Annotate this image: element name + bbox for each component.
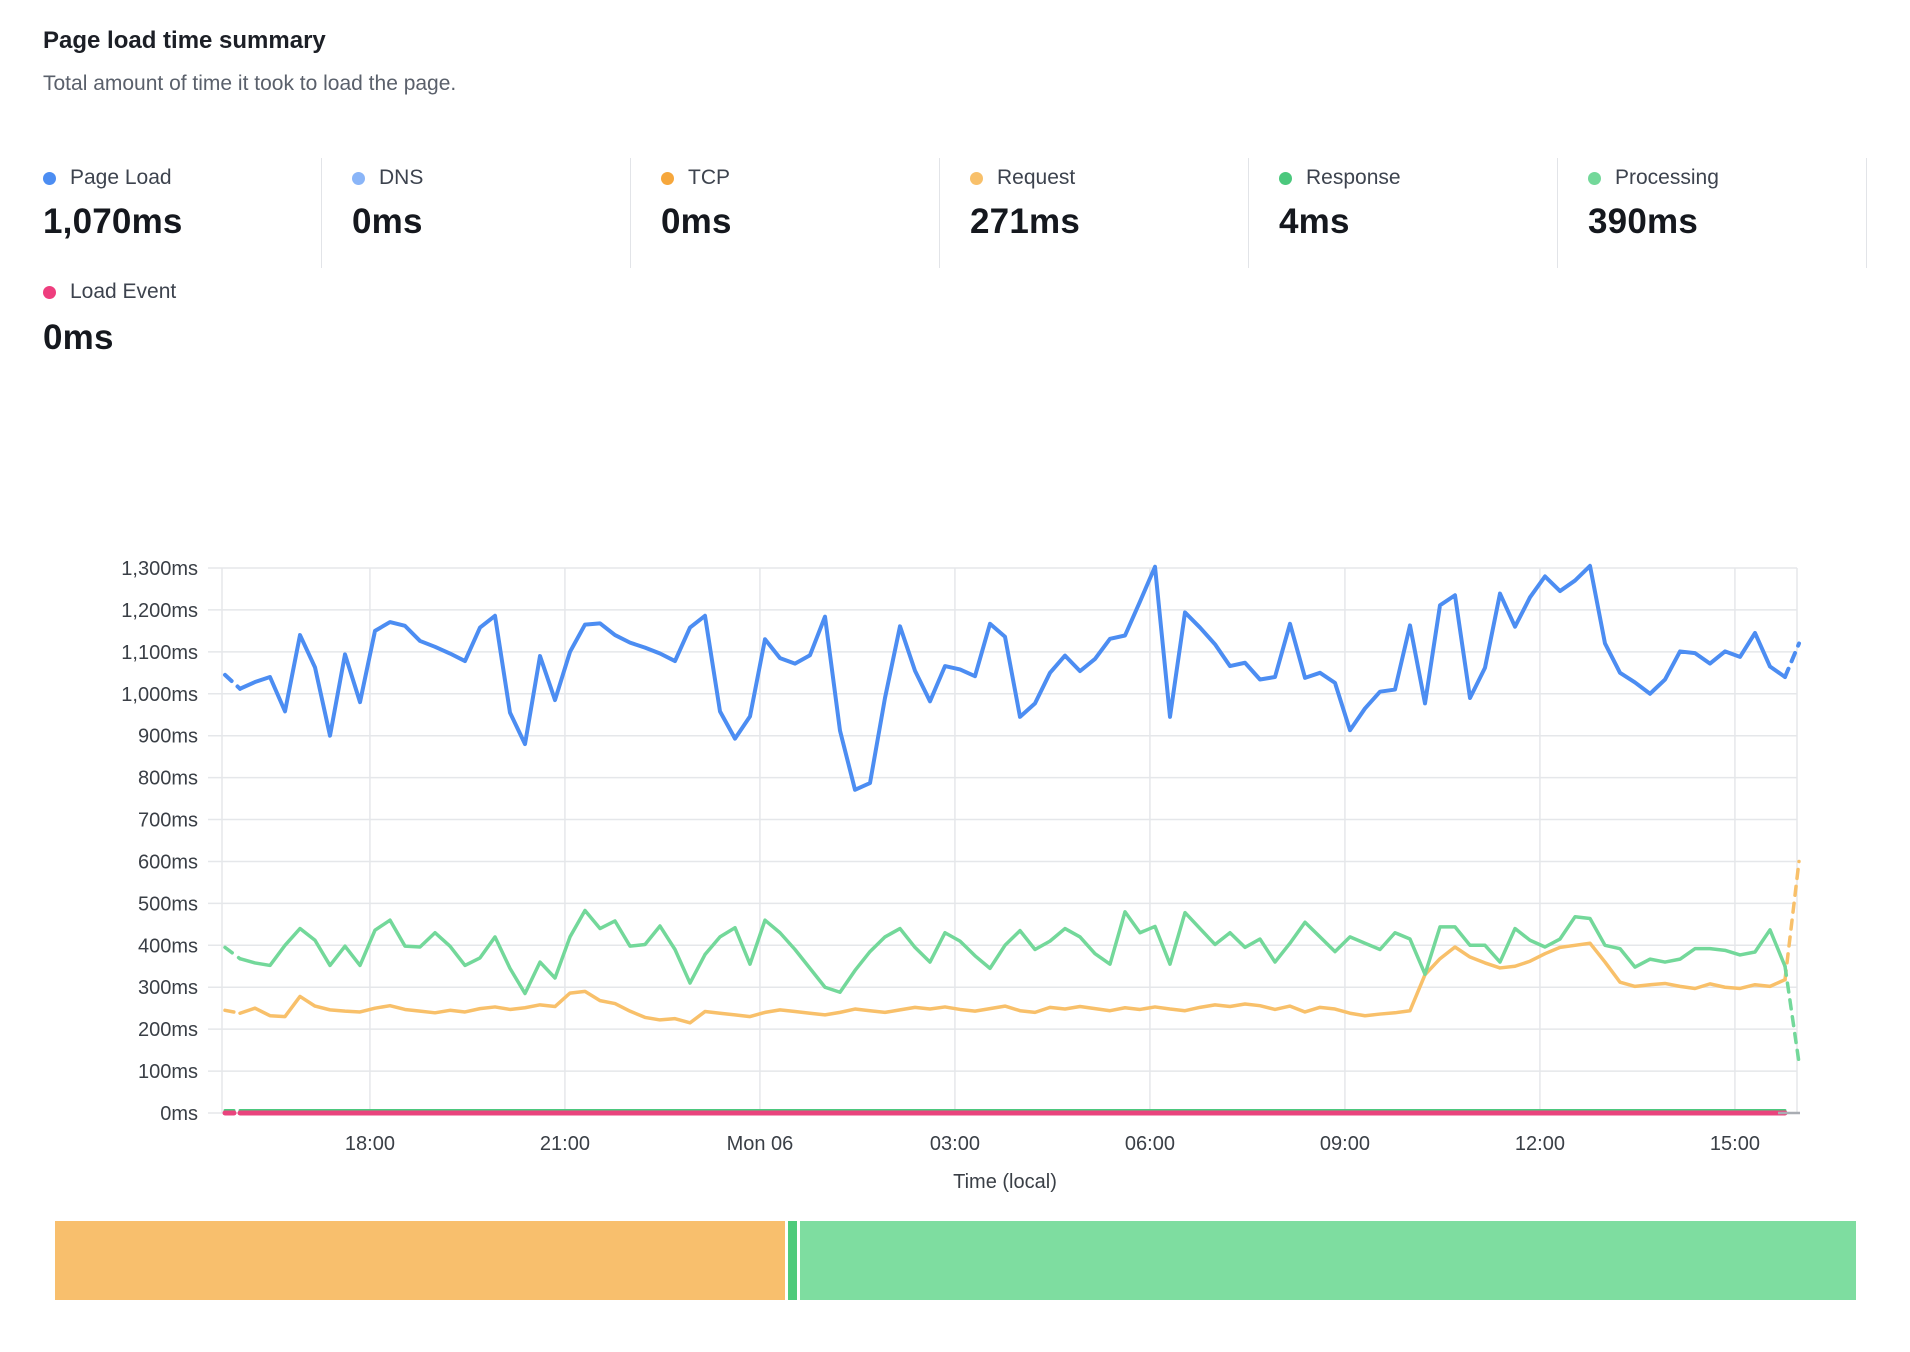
- metric-label: DNS: [379, 166, 424, 189]
- series-lead-dash-page-load: [223, 672, 242, 691]
- metrics-row: Page Load 1,070ms DNS 0ms TCP 0ms Request 271ms…: [43, 158, 1867, 268]
- x-axis-tick-label: 06:00: [1125, 1133, 1175, 1155]
- y-axis-tick-label: 300ms: [138, 977, 198, 999]
- metric-processing: Processing 390ms: [1558, 158, 1867, 268]
- metric-load-event: Load Event 0ms: [43, 272, 176, 384]
- x-axis-title: Time (local): [953, 1171, 1057, 1193]
- page-title: Page load time summary: [43, 27, 326, 54]
- series-lead-dash-request: [223, 1008, 242, 1015]
- metric-label: Processing: [1615, 166, 1719, 189]
- y-axis-tick-label: 700ms: [138, 810, 198, 832]
- response-legend-dot-icon: [1279, 171, 1292, 185]
- y-axis-tick-label: 1,300ms: [121, 558, 198, 580]
- metric-value: 0ms: [661, 202, 732, 241]
- series-line-request: [238, 941, 1787, 1025]
- y-axis-tick-label: 400ms: [138, 935, 198, 957]
- metrics-row-2: Load Event 0ms: [43, 272, 176, 384]
- metric-value: 4ms: [1279, 202, 1350, 241]
- x-axis-tick-label: 18:00: [345, 1133, 395, 1155]
- y-axis-tick-label: 900ms: [138, 726, 198, 748]
- processing-legend-dot-icon: [1588, 171, 1601, 185]
- x-axis-tick-label: 03:00: [930, 1133, 980, 1155]
- y-axis-tick-label: 100ms: [138, 1061, 198, 1083]
- metric-label: TCP: [688, 166, 730, 189]
- tcp-legend-dot-icon: [661, 171, 674, 185]
- page-load-legend-dot-icon: [43, 171, 56, 185]
- x-axis-tick-label: 21:00: [540, 1133, 590, 1155]
- metric-value: 0ms: [43, 318, 114, 357]
- metric-label: Load Event: [70, 280, 177, 303]
- breakdown-segment-request[interactable]: [55, 1221, 786, 1300]
- metric-value: 1,070ms: [43, 202, 183, 241]
- x-axis-tick-label: 15:00: [1710, 1133, 1760, 1155]
- y-axis-tick-label: 1,200ms: [121, 600, 198, 622]
- y-axis-tick-label: 800ms: [138, 768, 198, 790]
- series-line-processing: [238, 908, 1787, 996]
- y-axis-tick-label: 600ms: [138, 851, 198, 873]
- chart-plot-area[interactable]: [222, 568, 1797, 1113]
- request-legend-dot-icon: [970, 171, 983, 185]
- metric-request: Request 271ms: [940, 158, 1249, 268]
- series-tail-dash-request: [1783, 859, 1801, 982]
- metric-value: 271ms: [970, 202, 1080, 241]
- metric-label: Page Load: [70, 166, 172, 189]
- y-axis-tick-label: 200ms: [138, 1019, 198, 1041]
- metric-page-load: Page Load 1,070ms: [43, 158, 322, 268]
- load-event-legend-dot-icon: [43, 285, 56, 299]
- metric-value: 0ms: [352, 202, 423, 241]
- y-axis-tick-label: 1,000ms: [121, 684, 198, 706]
- load-breakdown-bar: [55, 1221, 1856, 1300]
- breakdown-segment-processing[interactable]: [800, 1221, 1856, 1300]
- breakdown-segment-response[interactable]: [788, 1221, 798, 1300]
- metric-response: Response 4ms: [1249, 158, 1558, 268]
- metric-tcp: TCP 0ms: [631, 158, 940, 268]
- metric-value: 390ms: [1588, 202, 1698, 241]
- metric-label: Request: [997, 166, 1076, 189]
- x-axis-tick-label: 09:00: [1320, 1133, 1370, 1155]
- x-axis-tick-label: Mon 06: [727, 1133, 794, 1155]
- dns-legend-dot-icon: [352, 171, 365, 185]
- metric-label: Response: [1306, 166, 1401, 189]
- page-subtitle: Total amount of time it took to load the…: [43, 72, 457, 95]
- x-axis-tick-label: 12:00: [1515, 1133, 1565, 1155]
- series-tail-dash-page-load: [1783, 641, 1801, 679]
- metric-dns: DNS 0ms: [322, 158, 631, 268]
- series-tail-dash-processing: [1783, 964, 1801, 1065]
- series-line-page-load: [238, 563, 1787, 792]
- series-lead-dash-processing: [223, 945, 242, 961]
- y-axis-tick-label: 500ms: [138, 893, 198, 915]
- y-axis-tick-label: 1,100ms: [121, 642, 198, 664]
- y-axis-tick-label: 0ms: [160, 1103, 198, 1125]
